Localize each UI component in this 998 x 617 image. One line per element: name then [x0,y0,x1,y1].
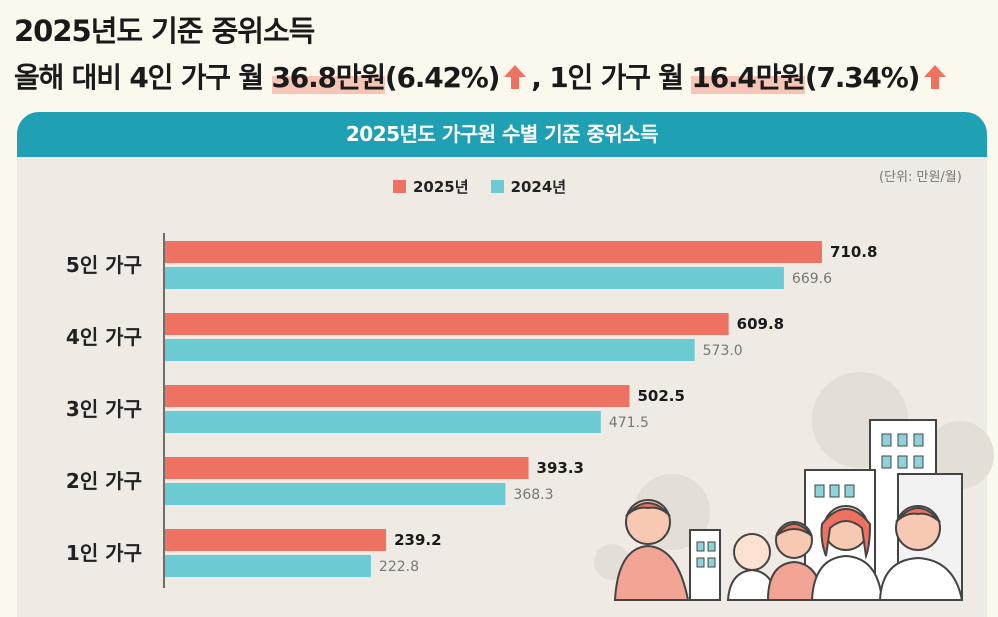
up-arrow-icon [504,65,527,89]
page-subtitle: 올해 대비 4인 가구 월 36.8만원(6.42%) , 1인 가구 월 16.… [14,56,951,96]
legend-label-2025: 2025년 [413,178,469,196]
data-label-2024: 222.8 [379,559,419,575]
page-title: 2025년도 기준 중위소득 [14,14,315,48]
data-label-2024: 471.5 [609,415,649,431]
bar-2025 [165,457,529,479]
up-arrow-icon [924,65,947,89]
data-label-2025: 393.3 [537,459,584,477]
chart-legend: 2025년 2024년 [393,176,566,197]
category-label: 1인 가구 [66,541,142,565]
data-label-2024: 573.0 [703,343,743,359]
bar-2024 [165,411,601,433]
subtitle-prefix: 올해 대비 4인 가구 월 [14,61,272,94]
four-person-rate: (6.42%) [384,61,501,94]
panel-title: 2025년도 가구원 수별 기준 중위소득 [17,112,987,157]
one-person-increase: 16.4만원 [691,61,806,94]
bar-2024 [165,339,695,361]
data-label-2024: 368.3 [513,487,553,503]
data-label-2024: 669.6 [792,271,832,287]
data-label-2025: 502.5 [637,387,684,405]
four-person-increase: 36.8만원 [271,61,386,94]
bar-2024 [165,267,784,289]
legend-item-2024: 2024년 [490,176,567,197]
category-label: 2인 가구 [66,469,142,493]
legend-swatch-2025 [393,180,406,193]
bar-2024 [165,555,371,577]
one-person-rate: (7.34%) [804,61,921,94]
legend-label-2024: 2024년 [510,178,567,196]
family-illustration [594,372,994,601]
subtitle-separator: , 1인 가구 월 [531,61,692,94]
bar-2025 [165,241,822,263]
data-label-2025: 710.8 [830,243,877,261]
bar-2025 [165,385,630,407]
category-label: 3인 가구 [66,397,142,421]
category-label: 5인 가구 [66,253,142,277]
data-label-2025: 239.2 [394,531,441,549]
bar-2025 [165,529,387,551]
legend-item-2025: 2025년 [393,176,469,197]
category-label: 4인 가구 [66,325,142,349]
unit-label: (단위: 만원/월) [879,170,962,185]
bar-2025 [165,313,729,335]
bar-2024 [165,483,506,505]
legend-swatch-2024 [490,180,504,193]
data-label-2025: 609.8 [737,315,784,333]
